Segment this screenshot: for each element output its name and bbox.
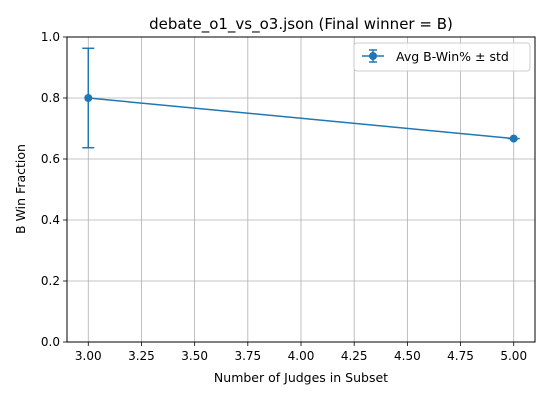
x-tick-label: 4.50 (394, 349, 421, 363)
x-tick-label: 3.00 (75, 349, 102, 363)
x-tick-label: 4.75 (447, 349, 474, 363)
chart-title: debate_o1_vs_o3.json (Final winner = B) (149, 15, 453, 34)
data-point (509, 134, 518, 143)
axis-ticks: 3.00 3.25 3.50 3.75 4.00 4.25 4.50 4.75 5.00 0.0 0… (41, 30, 527, 363)
y-tick-label: 0.6 (41, 152, 60, 166)
data-point (84, 94, 93, 102)
x-tick-label: 3.50 (181, 349, 208, 363)
y-tick-label: 0.2 (41, 274, 60, 288)
y-tick-label: 0.8 (41, 91, 60, 105)
grid (67, 36, 535, 343)
legend-label: Avg B-Win% ± std (396, 49, 509, 64)
legend-box (353, 42, 531, 72)
legend: Avg B-Win% ± std (353, 42, 531, 72)
y-tick-label: 0.0 (41, 335, 60, 349)
x-axis-label: Number of Judges in Subset (214, 370, 388, 385)
plot-series (82, 47, 520, 149)
legend-point-marker (369, 52, 377, 60)
series-line (88, 97, 514, 140)
x-tick-label: 4.00 (288, 349, 315, 363)
x-tick-label: 5.00 (500, 349, 527, 363)
x-tick-label: 3.25 (128, 349, 155, 363)
y-tick-label: 1.0 (41, 30, 60, 44)
x-tick-label: 4.25 (341, 349, 368, 363)
x-tick-label: 3.75 (234, 349, 261, 363)
y-axis-label: B Win Fraction (13, 144, 28, 234)
y-tick-label: 0.4 (41, 213, 60, 227)
